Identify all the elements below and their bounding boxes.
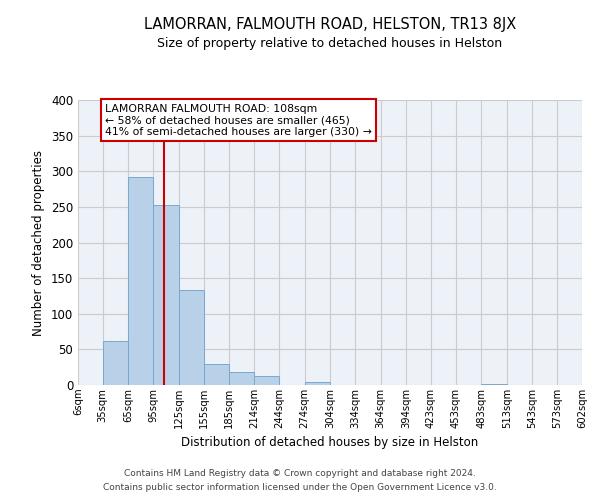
Bar	[254, 376, 279, 385]
Bar	[229, 372, 254, 385]
Text: LAMORRAN FALMOUTH ROAD: 108sqm
← 58% of detached houses are smaller (465)
41% of: LAMORRAN FALMOUTH ROAD: 108sqm ← 58% of …	[105, 104, 372, 137]
Bar	[128, 177, 153, 385]
Bar	[305, 382, 330, 385]
Y-axis label: Number of detached properties: Number of detached properties	[32, 150, 46, 336]
Text: Size of property relative to detached houses in Helston: Size of property relative to detached ho…	[157, 38, 503, 51]
Text: Contains public sector information licensed under the Open Government Licence v3: Contains public sector information licen…	[103, 484, 497, 492]
Bar	[179, 290, 204, 385]
Text: Contains HM Land Registry data © Crown copyright and database right 2024.: Contains HM Land Registry data © Crown c…	[124, 468, 476, 477]
Bar	[103, 341, 128, 385]
Bar	[204, 364, 229, 385]
Bar	[153, 204, 179, 385]
X-axis label: Distribution of detached houses by size in Helston: Distribution of detached houses by size …	[181, 436, 479, 450]
Text: LAMORRAN, FALMOUTH ROAD, HELSTON, TR13 8JX: LAMORRAN, FALMOUTH ROAD, HELSTON, TR13 8…	[144, 18, 516, 32]
Bar	[481, 384, 507, 385]
